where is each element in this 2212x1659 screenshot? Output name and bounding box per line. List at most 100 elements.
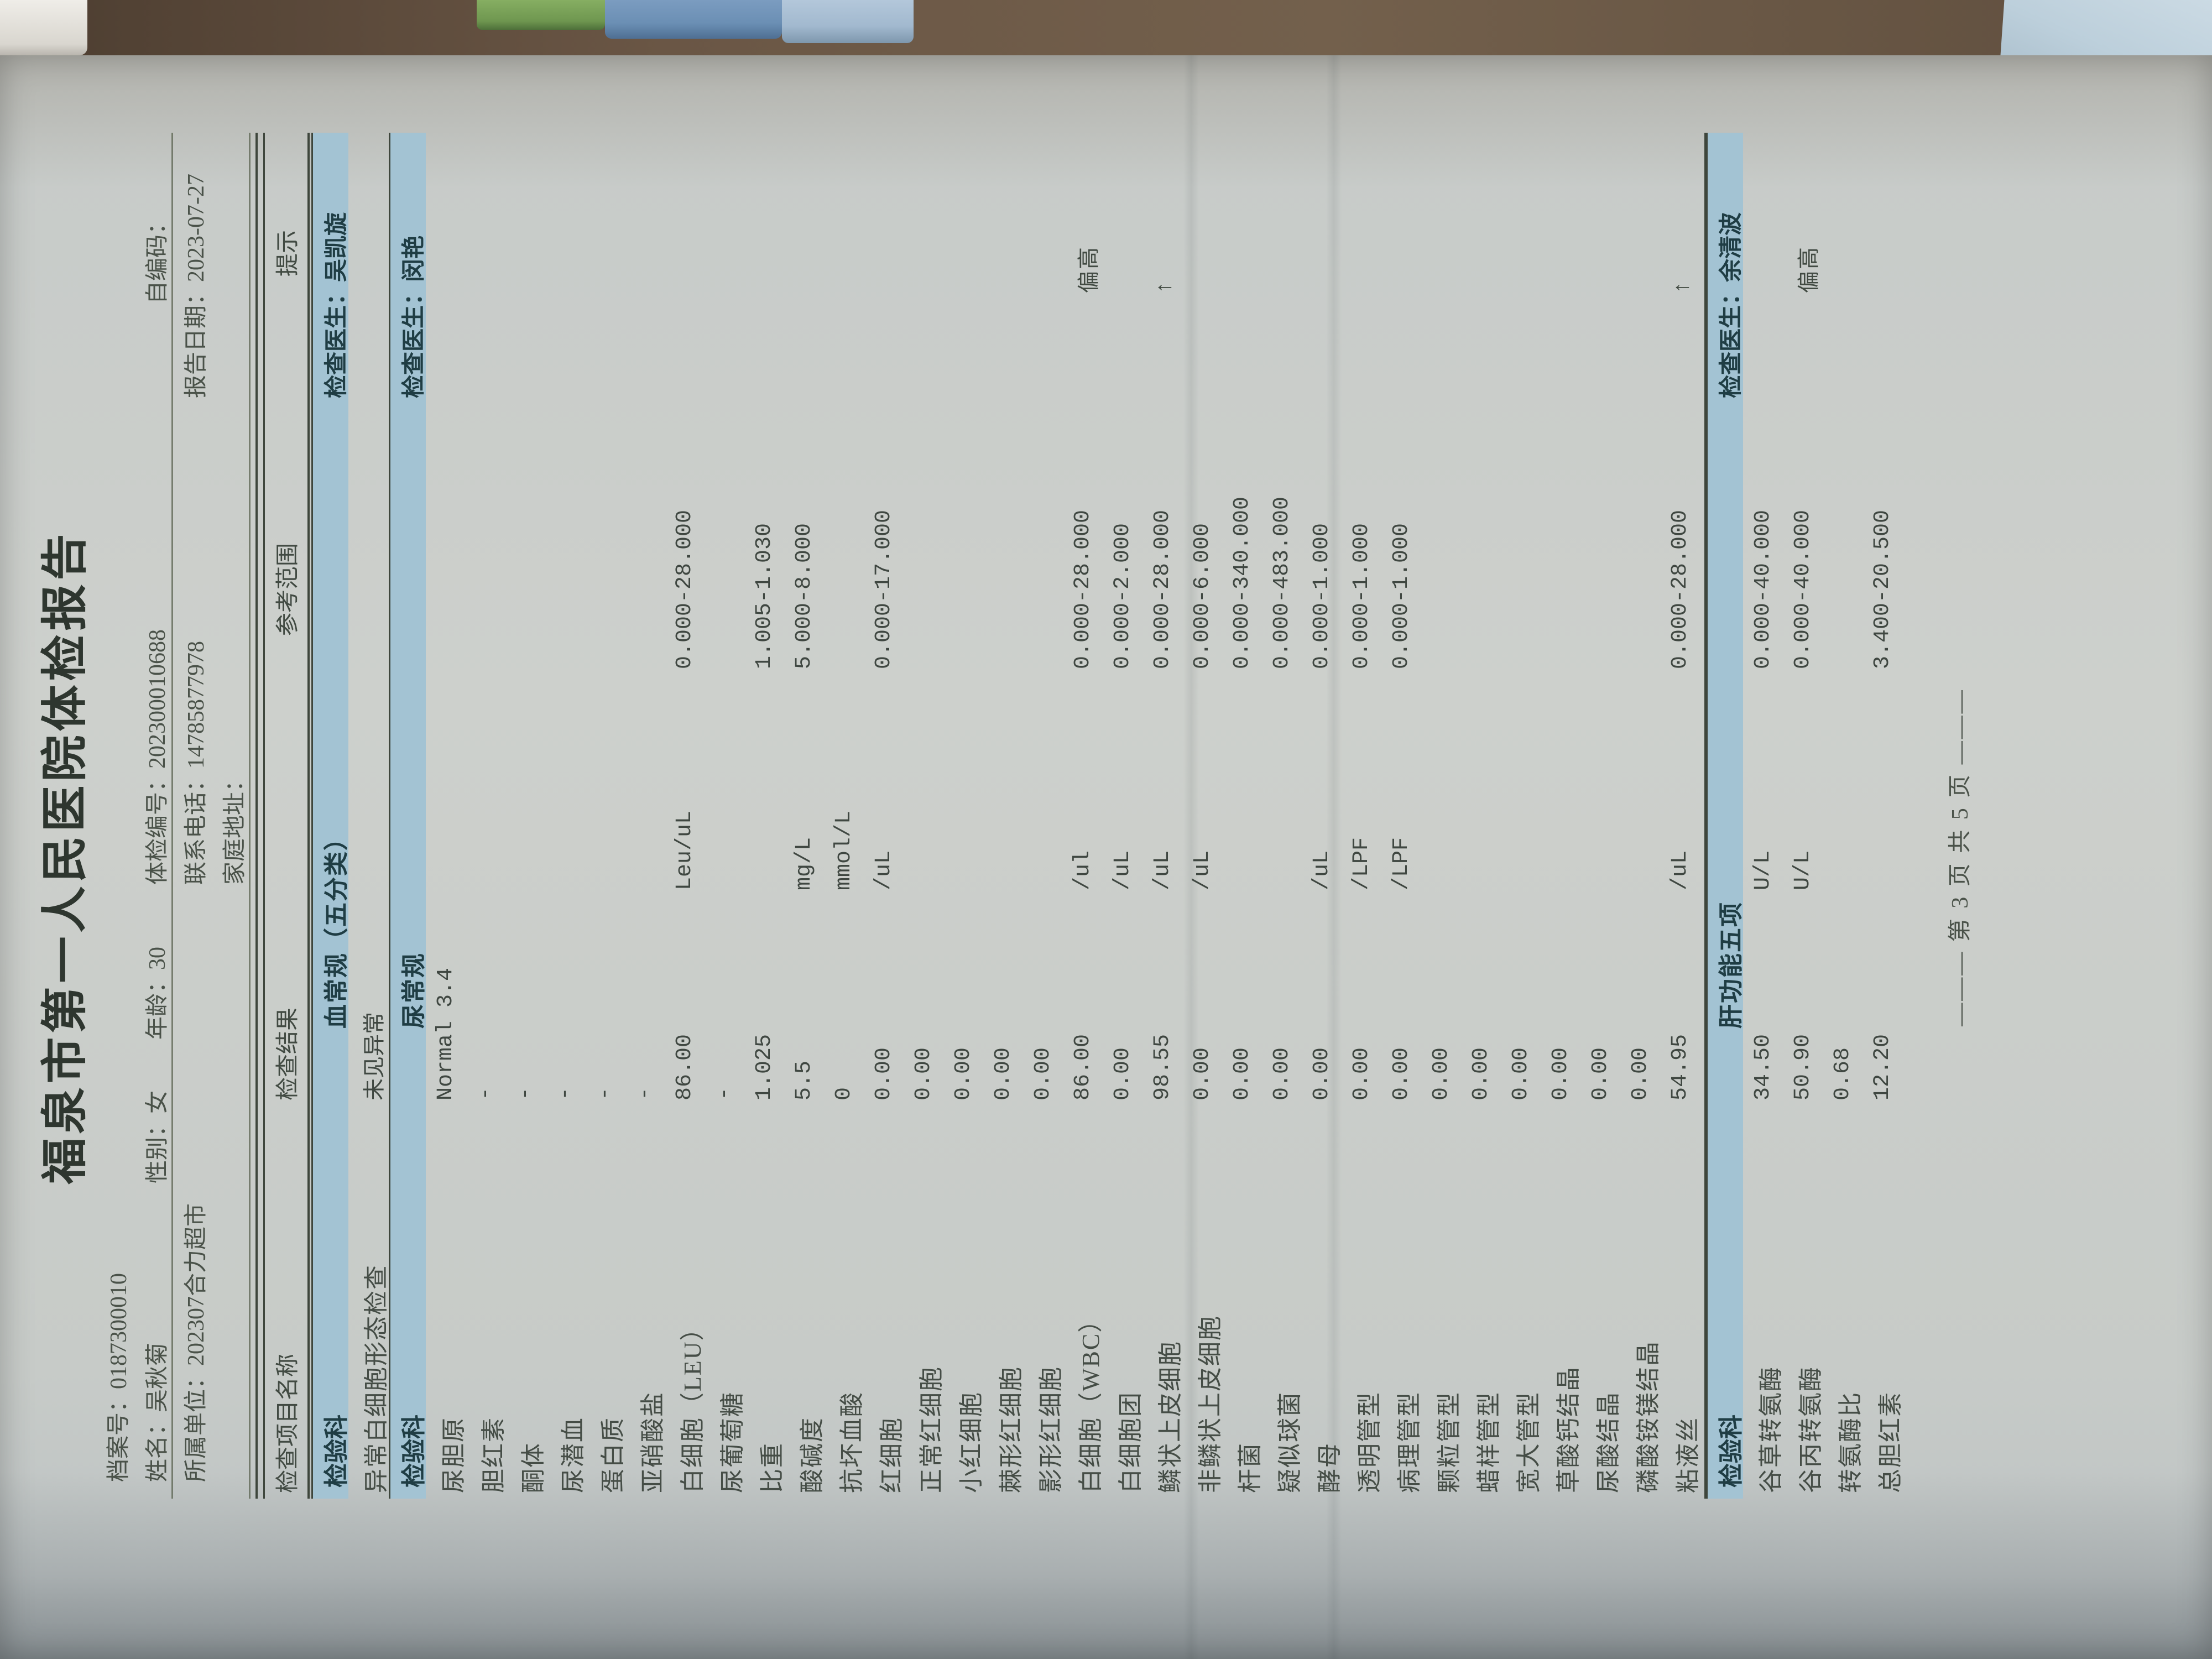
row-ref: 0.000-17.000 [872,509,896,669]
row-result: 0.00 [1031,1047,1056,1100]
row-result: 未见异常 [364,1012,389,1100]
table-row: 蜡样管型 0.00 [1463,133,1503,1499]
row-unit: /LPF [1389,837,1414,890]
header-report-date: 报告日期：2023-07-27 [184,174,209,398]
row-result: - [712,1087,737,1100]
row-name: 棘形红细胞 [998,1366,1025,1493]
table-column-headers: 检查项目名称 检查结果 参考范围 提示 [269,55,304,1659]
row-name: 亚硝酸盐 [639,1391,666,1493]
row-ref: 5.000-8.000 [792,523,817,669]
row-ref: 0.000-28.000 [672,509,697,669]
column-header-underline [307,133,310,1499]
row-name: 尿胆原 [440,1417,467,1493]
green-booklet-edge [477,0,605,30]
table-row: 蛋白质 - [587,133,627,1499]
row-name: 非鳞状上皮细胞 [1197,1315,1224,1493]
row-name: 酮体 [520,1442,547,1493]
row-hint: ↑ [1668,280,1693,293]
table-row: 杆菌 0.00 0.000-340.000 [1224,133,1264,1499]
row-name: 影形红细胞 [1037,1366,1065,1493]
row-ref: 0.000-28.000 [1071,509,1095,669]
section-dept: 检验科 [400,1415,427,1488]
row-result: 5.5 [792,1060,817,1100]
row-result: 0.00 [1469,1047,1494,1100]
section-bar-urine: 检验科 尿常规 检查医生：闵艳 [390,133,427,1499]
table-row: 酵母 0.00/uL 0.000-1.000 [1304,133,1344,1499]
row-name: 总胆红素 [1877,1391,1904,1493]
table-row: 酸碱度 5.5 mg/L 5.000-8.000 [786,133,826,1499]
header-address: 家庭地址： [222,768,248,885]
section-divider [1704,133,1707,1499]
table-row: 粘液丝 54.95/uL 0.000-28.000 ↑ [1662,133,1702,1499]
row-unit: /uL [1310,850,1334,890]
row-name: 转氨酶比 [1837,1391,1864,1493]
row-unit: U/L [1751,850,1776,890]
table-row: 小红细胞 0.00 [946,133,985,1499]
section-bar-blood: 检验科 血常规（五分类） 检查医生：吴凯旋 [313,133,350,1499]
header-unit: 所属单位：202307合力超市 [184,1203,209,1482]
header-age: 年龄：30 [145,946,170,1040]
row-result: 0 [832,1087,857,1100]
table-row: 非鳞状上皮细胞 0.00/uL 0.000-6.000 [1185,133,1224,1499]
row-name: 蛋白质 [599,1417,627,1493]
table-row: 颗粒管型 0.00 [1423,133,1463,1499]
table-row: 尿葡萄糖 - [707,133,747,1499]
table-row: 谷丙转氨酶 50.90 U/L 0.000-40.000 偏高 [1785,133,1825,1499]
row-result: 0.00 [1628,1047,1653,1100]
row-name: 谷草转氨酶 [1757,1366,1785,1493]
section-rows-blood: 异常白细胞形态检查 未见异常 [351,133,390,1499]
table-top-border [255,133,265,1499]
row-name: 透明管型 [1356,1391,1383,1493]
row-ref: 0.000-2.000 [1110,523,1135,669]
section-rows-urine: 尿胆原 Normal 3.4 胆红素 - 酮体 - 尿潜血 - 蛋白质 - 亚硝酸盐 - 白细胞（LEU… [428,133,1702,1499]
col-header-hint: 提示 [275,229,301,276]
table-row: 透明管型 0.00/LPF 0.000-1.000 [1344,133,1384,1499]
table-row: 棘形红细胞 0.00 [985,133,1025,1499]
row-result: 0.00 [1429,1047,1454,1100]
section-rows-liver: 谷草转氨酶 34.50 U/L 0.000-40.000 谷丙转氨酶 50.90 U/L 0.… [1745,133,1905,1499]
row-name: 粘液丝 [1674,1417,1702,1493]
row-result: 98.55 [1150,1034,1175,1100]
row-name: 白细胞（LEU） [679,1315,706,1493]
header-divider [171,133,173,1499]
table-row: 比重 1.025 1.005-1.030 [747,133,786,1499]
row-unit: Leu/uL [672,810,697,890]
row-result: 0.00 [991,1047,1016,1100]
row-result: 0.00 [1509,1047,1533,1100]
header-gender: 性别：女 [145,1090,170,1183]
section-bar-liver: 检验科 肝功能五项 检查医生：余清波 [1708,133,1745,1499]
row-name: 尿潜血 [560,1417,587,1493]
row-result: - [513,1087,538,1100]
row-ref: 0.000-6.000 [1190,523,1215,669]
section-doctor: 检查医生：吴凯旋 [324,212,349,398]
row-unit: /LPF [1349,837,1374,890]
table-row: 亚硝酸盐 - [627,133,667,1499]
row-ref: 0.000-28.000 [1668,509,1693,669]
table-row: 白细胞团 0.00/uL 0.000-2.000 [1105,133,1145,1499]
row-unit: /uL [872,850,896,890]
table-row: 疑似球菌 0.00 0.000-483.000 [1264,133,1304,1499]
table-row: 白细胞（WBC） 86.00/ul 0.000-28.000 偏高 [1065,133,1105,1499]
row-ref: 0.000-1.000 [1310,523,1334,669]
row-name: 疑似球菌 [1276,1391,1303,1493]
row-name: 红细胞 [878,1417,905,1493]
row-unit: mg/L [792,837,817,890]
row-unit: U/L [1791,850,1815,890]
white-object-top-left [0,0,87,55]
row-result: - [593,1087,618,1100]
row-hint: 偏高 [1796,246,1821,293]
row-name: 白细胞（WBC） [1077,1307,1104,1493]
row-result: 12.20 [1870,1034,1895,1100]
row-result: 0.00 [1588,1047,1613,1100]
row-ref: 0.000-1.000 [1389,523,1414,669]
blue-booklet-edge [605,0,782,39]
header-divider [249,133,251,1499]
row-result: 86.00 [1071,1034,1095,1100]
header-file-no: 档案号：0187300010 [106,1272,132,1482]
row-result: - [553,1087,578,1100]
row-result: 34.50 [1751,1034,1776,1100]
table-row: 红细胞 0.00/uL 0.000-17.000 [866,133,906,1499]
row-unit: /uL [1190,850,1215,890]
row-name: 正常红细胞 [918,1366,945,1493]
row-name: 谷丙转氨酶 [1797,1366,1824,1493]
